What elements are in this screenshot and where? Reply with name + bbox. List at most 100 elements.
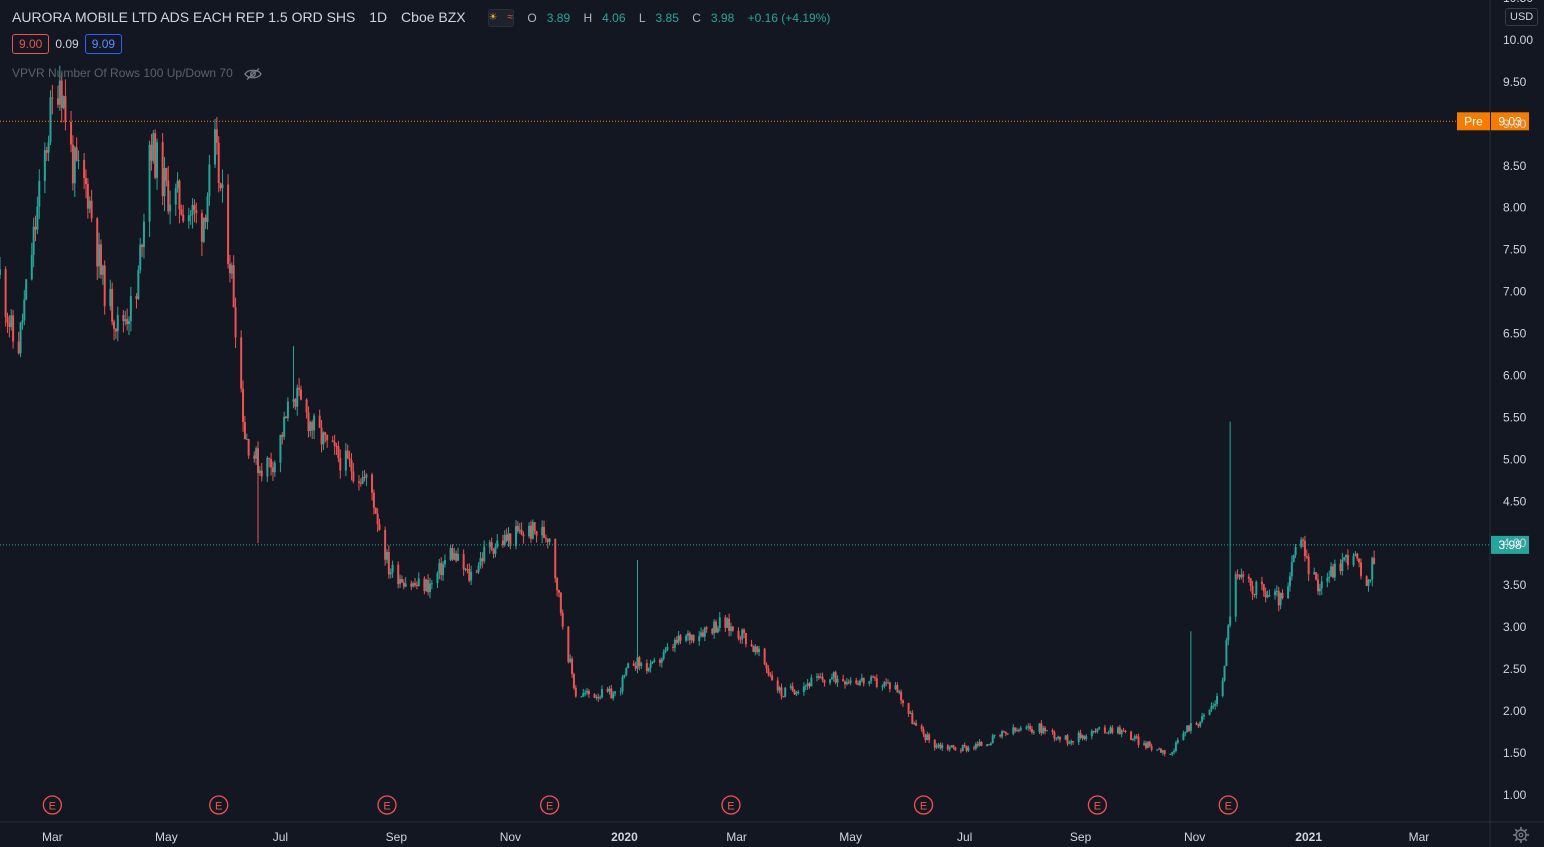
candle-body [505,534,508,541]
candle-body [281,434,284,437]
candle-body [363,477,366,479]
candle-body [986,744,989,747]
candle-body [795,692,798,695]
candle-body [1077,732,1080,743]
candle-body [1275,590,1278,592]
y-tick-label: 10.50 [1503,0,1533,5]
candle-body [647,668,650,672]
candle-body [703,627,706,637]
candle-body [926,734,929,741]
spread-value: 0.09 [55,37,79,51]
candle-body [823,680,826,683]
indicator-legend[interactable]: VPVR Number Of Rows 100 Up/Down 70 [12,66,262,81]
candle-body [660,658,663,663]
candle-body [60,80,63,108]
candle-body [122,315,125,322]
y-tick-label: 6.50 [1503,327,1527,341]
y-tick-label: 4.00 [1503,536,1527,550]
candle-body [743,629,746,633]
candle-body [32,226,35,255]
candle-body [571,658,574,675]
symbol-title[interactable]: AURORA MOBILE LTD ADS EACH REP 1.5 ORD S… [12,9,356,25]
candle-body [941,745,944,749]
candle-body [888,682,891,689]
candle-body [909,712,912,714]
candle-body [365,474,368,478]
interval-label[interactable]: 1D [369,9,388,25]
candle-body [167,180,170,212]
candle-body [901,700,904,704]
gear-icon[interactable] [1512,826,1530,844]
candle-body [142,221,145,248]
eye-slash-icon[interactable] [244,67,262,81]
candle-body [1249,578,1252,586]
candle-body [116,315,119,332]
candle-body [924,734,927,741]
earnings-marker-label: E [1225,801,1232,813]
candle-body [47,141,50,153]
candle-body [664,649,667,652]
currency-label[interactable]: USD [1505,8,1539,26]
candle-body [750,644,753,647]
price-axis[interactable]: 10.50 10.00 9.50 9.00 8.50 8.00 7.50 7.00 6.50 6.… [1503,0,1533,802]
price-line-value-box [1491,535,1529,554]
candle-body [711,629,714,634]
candle-body [844,681,847,685]
buy-price-button[interactable]: 9.09 [84,34,123,54]
candle-body [268,457,271,459]
candle-body [726,618,729,628]
candle-body [148,144,151,222]
candle-body [533,522,536,532]
candle-body [1038,723,1041,732]
x-tick-label: Jul [957,830,972,844]
candle-body [778,687,781,691]
candle-body [688,633,691,641]
candle-body [989,743,992,746]
candle-body [1251,585,1254,594]
candle-body [894,685,897,689]
session-icons[interactable]: ☀ ≈ [487,9,514,28]
candle-body [1266,595,1269,598]
candle-body [451,548,454,560]
candle-body [911,712,914,724]
y-tick-label: 8.00 [1503,201,1527,215]
candle-body [1197,724,1200,727]
candle-body [1137,736,1140,746]
candle-body [253,455,256,459]
candle-body [920,725,923,730]
candle-body [1345,555,1348,558]
candle-body [0,269,1,275]
candle-body [1202,714,1205,717]
candle-body [178,180,181,210]
candle-body [1130,731,1133,740]
candle-body [857,683,860,685]
candle-body [541,526,544,536]
candle-body [384,529,387,560]
candle-body [614,691,617,694]
candle-body [337,446,340,459]
candle-body [913,723,916,725]
candle-body [109,288,112,307]
candle-body [1253,593,1256,596]
candle-body [1369,579,1372,581]
candle-body [492,549,495,554]
candle-body [1292,555,1295,563]
candle-body [490,542,493,550]
candle-body [397,564,400,584]
candle-body [1255,581,1258,596]
earnings-marker [42,795,62,815]
x-tick-label: 2021 [1295,830,1322,844]
candle-body [247,439,250,456]
candle-body [279,434,282,463]
candle-body [881,686,884,688]
candle-body [156,142,159,178]
time-axis[interactable]: Mar May Jul Sep Nov 2020 Mar May Jul Sep Nov 2021 Ma… [42,830,1429,844]
price-line-tag [1457,112,1490,131]
candle-body [582,692,585,697]
sell-price-button[interactable]: 9.00 [12,34,50,54]
candle-body [1268,595,1271,597]
candle-body [161,142,164,197]
candle-body [462,554,465,570]
candle-body [438,562,441,574]
